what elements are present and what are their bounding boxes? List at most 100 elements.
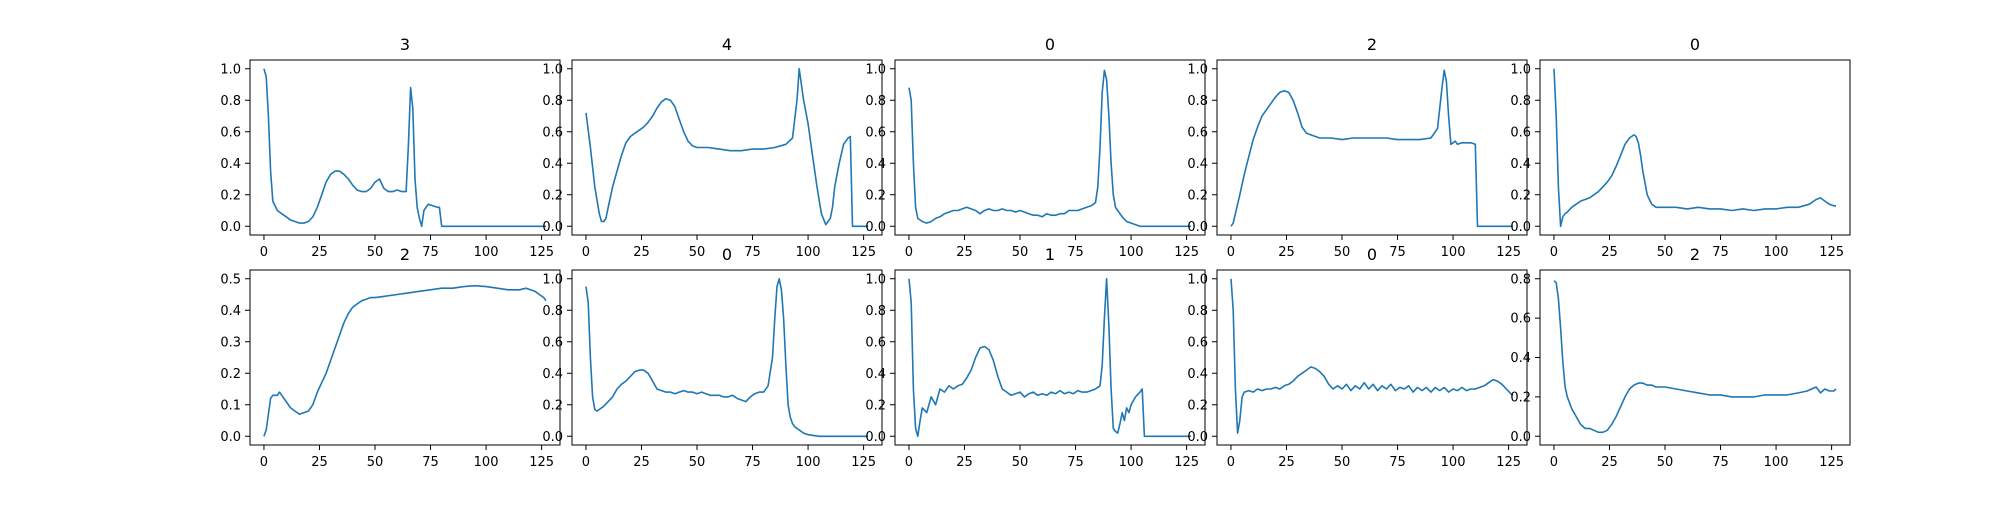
x-tick-label: 25 <box>956 455 973 470</box>
axes-frame <box>894 59 1206 236</box>
x-tick-label: 75 <box>1389 245 1406 260</box>
x-tick-label: 25 <box>311 455 328 470</box>
x-tick-label: 75 <box>1712 455 1729 470</box>
x-tick-label: 75 <box>422 455 439 470</box>
x-tick-label: 50 <box>367 245 384 260</box>
x-tick-label: 25 <box>311 245 328 260</box>
y-tick-label: 0.0 <box>542 220 563 235</box>
subplot-2: 4 0 25 50 75 100 125 0.0 0.2 0.4 0.6 0.8 1.0 <box>542 35 883 260</box>
y-tick-label: 0.6 <box>865 335 886 350</box>
x-tick-label: 25 <box>1601 245 1618 260</box>
x-tick-label: 75 <box>1067 245 1084 260</box>
subplot-10: 2 0 25 50 75 100 125 0.0 0.2 0.4 0.6 0.8 <box>1510 245 1851 470</box>
subplot-title: 3 <box>400 35 410 54</box>
y-tick-label: 0.4 <box>865 367 886 382</box>
subplot-8: 1 0 25 50 75 100 125 0.0 0.2 0.4 0.6 0.8 1.0 <box>865 245 1206 470</box>
x-tick-label: 25 <box>633 245 650 260</box>
x-tick-label: 125 <box>1819 455 1844 470</box>
x-tick-label: 50 <box>1012 455 1029 470</box>
x-tick-label: 75 <box>744 455 761 470</box>
y-tick-label: 0.4 <box>1510 351 1531 366</box>
axes-frame <box>1216 269 1528 446</box>
y-tick-label: 1.0 <box>865 62 886 77</box>
y-tick-label: 0.4 <box>542 367 563 382</box>
axes-frame <box>249 269 561 446</box>
x-tick-label: 125 <box>851 455 876 470</box>
series-line <box>908 69 1191 228</box>
axes-frame <box>249 59 561 236</box>
y-tick-label: 0.5 <box>220 272 241 287</box>
y-tick-label: 0.3 <box>220 335 241 350</box>
x-tick-label: 100 <box>474 455 499 470</box>
y-tick-label: 0.6 <box>1510 125 1531 140</box>
series-line <box>1230 278 1514 434</box>
y-tick-label: 0.2 <box>1187 398 1208 413</box>
y-tick-label: 0.6 <box>865 125 886 140</box>
series-line <box>1230 69 1513 228</box>
y-tick-label: 0.8 <box>865 94 886 109</box>
x-tick-label: 75 <box>422 245 439 260</box>
x-tick-label: 0 <box>260 245 268 260</box>
series-line <box>585 67 868 228</box>
x-tick-label: 0 <box>582 245 590 260</box>
y-tick-label: 0.0 <box>220 430 241 445</box>
x-tick-label: 0 <box>582 455 590 470</box>
x-tick-label: 75 <box>1712 245 1729 260</box>
x-tick-label: 100 <box>1764 245 1789 260</box>
y-tick-label: 0.0 <box>220 220 241 235</box>
x-tick-label: 100 <box>1119 455 1144 470</box>
x-tick-label: 0 <box>1227 455 1235 470</box>
y-tick-label: 0.4 <box>865 157 886 172</box>
subplot-6: 2 0 25 50 75 100 125 0.0 0.1 0.2 0.3 0.4 0.5 <box>220 245 561 470</box>
y-tick-label: 0.6 <box>542 125 563 140</box>
y-tick-label: 0.2 <box>865 398 886 413</box>
axes-frame <box>1539 59 1851 236</box>
x-tick-label: 25 <box>1278 455 1295 470</box>
x-tick-label: 125 <box>1819 245 1844 260</box>
subplot-title: 0 <box>1367 245 1377 264</box>
subplot-4: 2 0 25 50 75 100 125 0.0 0.2 0.4 0.6 0.8 1.0 <box>1187 35 1528 260</box>
x-tick-label: 100 <box>796 455 821 470</box>
axes-frame <box>1539 269 1851 446</box>
x-tick-label: 25 <box>956 245 973 260</box>
x-tick-label: 25 <box>633 455 650 470</box>
series-line <box>908 277 1191 438</box>
y-tick-label: 1.0 <box>220 62 241 77</box>
y-tick-label: 1.0 <box>542 62 563 77</box>
subplot-title: 2 <box>1367 35 1377 54</box>
y-tick-label: 0.4 <box>220 304 241 319</box>
x-tick-label: 125 <box>851 245 876 260</box>
y-tick-label: 0.0 <box>1510 430 1531 445</box>
x-tick-label: 75 <box>1067 455 1084 470</box>
subplot-7: 0 0 25 50 75 100 125 0.0 0.2 0.4 0.6 0.8 1.0 <box>542 245 883 470</box>
y-tick-label: 0.2 <box>1510 188 1531 203</box>
y-tick-label: 0.4 <box>1187 367 1208 382</box>
x-tick-label: 0 <box>1227 245 1235 260</box>
y-tick-label: 0.0 <box>1510 220 1531 235</box>
y-tick-label: 0.2 <box>865 188 886 203</box>
subplot-3: 0 0 25 50 75 100 125 0.0 0.2 0.4 0.6 0.8 1.0 <box>865 35 1206 260</box>
x-tick-label: 100 <box>1441 455 1466 470</box>
y-tick-label: 0.1 <box>220 398 241 413</box>
y-tick-label: 0.4 <box>542 157 563 172</box>
y-tick-label: 0.2 <box>1510 390 1531 405</box>
x-tick-label: 100 <box>1764 455 1789 470</box>
y-tick-label: 0.8 <box>1187 304 1208 319</box>
series-line <box>1553 280 1837 434</box>
subplot-1: 3 0 25 50 75 100 125 0.0 0.2 0.4 0.6 0.8 1.0 <box>220 35 561 260</box>
y-tick-label: 0.0 <box>1187 220 1208 235</box>
axes-frame <box>1216 59 1528 236</box>
x-tick-label: 50 <box>367 455 384 470</box>
y-tick-label: 0.8 <box>220 94 241 109</box>
y-tick-label: 0.4 <box>1187 157 1208 172</box>
subplot-title: 2 <box>400 245 410 264</box>
x-tick-label: 50 <box>689 245 706 260</box>
subplot-title: 2 <box>1690 245 1700 264</box>
x-tick-label: 125 <box>529 245 554 260</box>
axes-frame <box>894 269 1206 446</box>
x-tick-label: 50 <box>689 455 706 470</box>
x-tick-label: 0 <box>905 245 913 260</box>
y-tick-label: 0.6 <box>220 125 241 140</box>
